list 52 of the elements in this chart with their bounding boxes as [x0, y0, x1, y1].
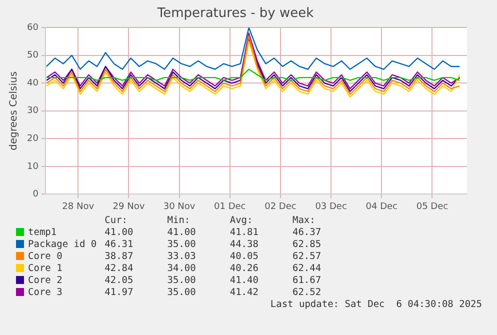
text: 33.03	[166, 251, 197, 263]
legend-label: Core 0	[27, 251, 64, 263]
text: 38.87	[104, 251, 134, 263]
text: Avg:	[228, 215, 254, 227]
text: 40.26	[228, 263, 260, 275]
legend-label: Core 3	[27, 287, 64, 299]
x-tick-label: 05 Dec	[416, 202, 448, 212]
legend-label: temp1	[27, 227, 58, 239]
legend-label: Core 1	[27, 263, 64, 275]
y-tick-label: 30	[27, 106, 39, 116]
text: Min:	[166, 215, 192, 227]
text: 34.00	[166, 263, 197, 275]
text: 62.57	[291, 251, 322, 263]
y-axis-title: degrees Celsius	[8, 71, 20, 150]
text: 40.05	[228, 251, 260, 263]
text: Cur:	[104, 215, 129, 227]
text: 35.00	[166, 287, 197, 299]
x-tick-label: 01 Dec	[214, 202, 246, 212]
text: 46.37	[291, 227, 322, 239]
x-tick-label: 02 Dec	[264, 202, 296, 212]
text: 35.00	[166, 275, 197, 287]
x-tick-label: 29 Nov	[112, 202, 146, 212]
x-tick-label: 03 Dec	[315, 202, 347, 212]
text: 41.42	[228, 287, 260, 299]
text: 62.52	[291, 287, 322, 299]
y-tick-label: 0	[32, 190, 39, 200]
text: 61.67	[291, 275, 322, 287]
text: 41.40	[228, 275, 260, 287]
text: 42.84	[104, 263, 134, 275]
text: 42.05	[104, 275, 134, 287]
text: 46.31	[104, 239, 134, 251]
text: 41.00	[166, 227, 197, 239]
y-tick-label: 60	[27, 22, 39, 33]
text: 41.81	[228, 227, 260, 239]
y-tick-label: 40	[27, 78, 39, 88]
text: 35.00	[166, 239, 197, 251]
text: 41.00	[104, 227, 134, 239]
legend-label: Package id 0	[27, 239, 98, 251]
text: 62.85	[291, 239, 322, 251]
x-tick-label: 04 Dec	[366, 202, 398, 212]
text: Max:	[291, 215, 316, 227]
text: Last update: Sat Dec 6 04:30:08 2025	[269, 299, 482, 310]
x-tick-label: 28 Nov	[62, 202, 95, 212]
text: 44.38	[228, 239, 260, 251]
y-tick-label: 20	[27, 134, 39, 144]
legend-label: Core 2	[27, 275, 64, 287]
chart-title: Temperatures - by week	[156, 6, 314, 22]
y-tick-label: 50	[27, 50, 39, 61]
text: 62.44	[291, 263, 322, 275]
x-tick-label: 30 Nov	[163, 202, 196, 212]
y-tick-label: 10	[27, 162, 39, 172]
text: 41.97	[104, 287, 134, 299]
